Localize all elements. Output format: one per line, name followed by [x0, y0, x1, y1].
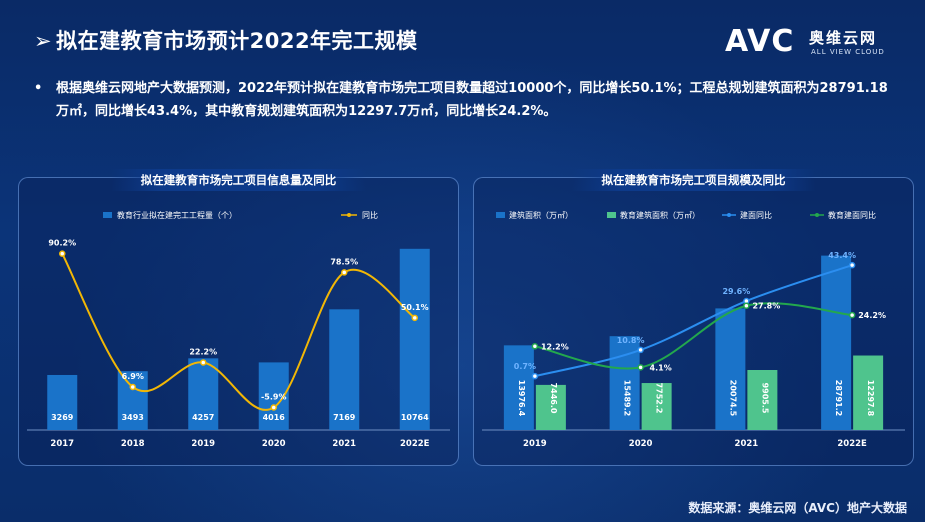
edu-yoy-point-2019	[531, 343, 539, 350]
bar-label-2022E: 10764	[401, 413, 429, 422]
bar-label-edu-area-2022E: 12297.8	[866, 380, 875, 417]
area-yoy-label-2021: 29.6%	[722, 287, 750, 296]
bar-edu-area-2020	[641, 383, 672, 430]
chart-title-left: 拟在建教育市场完工项目信息量及同比	[19, 169, 458, 191]
bar-label-2018: 3493	[122, 413, 144, 422]
line-label-2017: 90.2%	[48, 239, 76, 248]
bar-label-area-2021: 20074.5	[728, 380, 737, 417]
line-point-2019	[200, 359, 207, 366]
legend-label-edu-area: 教育建筑面积（万㎡）	[620, 210, 700, 220]
area-yoy-point-2022E	[848, 261, 856, 269]
legend-marker-area-yoy	[727, 213, 731, 217]
chart-title-right: 拟在建教育市场完工项目规模及同比	[474, 169, 913, 191]
logo-mark: AVC	[725, 24, 795, 59]
title-arrow-icon: ➢	[34, 29, 53, 53]
legend-label-area-yoy: 建面同比	[740, 210, 772, 220]
edu-yoy-point-2022E	[848, 311, 856, 319]
summary-text: 根据奥维云网地产大数据预测，2022年预计拟在建教育市场完工项目数量超过1000…	[56, 81, 888, 119]
line-point-2020	[270, 404, 277, 411]
series-line-yoy	[61, 253, 416, 411]
bar-area-2019	[503, 345, 534, 430]
bar-label-edu-area-2020: 7752.2	[655, 383, 664, 414]
line-point-2021	[341, 269, 348, 276]
summary-bullet: • 根据奥维云网地产大数据预测，2022年预计拟在建教育市场完工项目数量超过10…	[34, 77, 894, 123]
edu-yoy-label-2022E: 24.2%	[858, 311, 886, 320]
legend-swatch-area	[496, 212, 505, 218]
x-tick-2017: 2017	[50, 439, 74, 449]
page-title: ➢ 拟在建教育市场预计2022年完工规模	[34, 25, 418, 55]
bar-label-2017: 3269	[51, 413, 74, 422]
line-label-2021: 78.5%	[330, 257, 358, 266]
legend-label-area: 建筑面积（万㎡）	[509, 210, 573, 220]
series-line-edu-yoy	[534, 302, 853, 370]
area-yoy-point-2019	[531, 372, 539, 380]
page-title-text: 拟在建教育市场预计2022年完工规模	[56, 29, 418, 53]
x-tick-2019: 2019	[191, 439, 215, 449]
x-tick-2018: 2018	[121, 439, 145, 449]
bar-label-edu-area-2021: 9905.5	[760, 383, 769, 414]
bar-label-area-2022E: 28791.2	[834, 380, 843, 416]
edu-yoy-label-2019: 12.2%	[541, 342, 569, 351]
line-point-2017	[59, 250, 66, 257]
logo-name-en: ALL VIEW CLOUD	[811, 48, 885, 56]
bar-label-2019: 4257	[192, 413, 214, 422]
bar-2018	[117, 371, 148, 430]
bar-2017	[47, 374, 78, 430]
bar-edu-area-2021	[747, 370, 778, 430]
chart-panel-left: 拟在建教育市场完工项目信息量及同比 教育行业拟在建完工工程量（个） 同比 3269 2…	[18, 169, 459, 466]
legend-label-line: 同比	[362, 210, 378, 220]
edu-yoy-point-2020	[637, 364, 644, 371]
bar-2019	[188, 358, 219, 430]
legend-swatch-bar	[103, 212, 112, 218]
edu-yoy-label-2020: 4.1%	[650, 363, 672, 372]
avc-logo: AVC 奥维云网 ALL VIEW CLOUD	[725, 24, 905, 64]
bar-area-2021	[715, 308, 746, 430]
line-point-2022E	[411, 314, 418, 322]
legend-swatch-edu-area	[607, 212, 616, 218]
chart-left-svg: 教育行业拟在建完工工程量（个） 同比 3269 2017 3493 2018 4257 201…	[27, 210, 450, 449]
chart-panel-right: 拟在建教育市场完工项目规模及同比 建筑面积（万㎡） 教育建筑面积（万㎡） 建面同比 教…	[473, 169, 914, 466]
x-tick-2020: 2020	[262, 439, 286, 449]
area-yoy-label-2020: 10.8%	[617, 336, 645, 345]
series-line-area-yoy	[534, 264, 853, 378]
bar-edu-area-2022E	[853, 355, 884, 430]
line-label-2020: -5.9%	[261, 392, 287, 401]
logo-name-cn: 奥维云网	[809, 29, 878, 47]
line-label-2019: 22.2%	[189, 347, 217, 356]
bar-area-2022E	[821, 255, 852, 430]
edu-yoy-point-2021	[743, 302, 750, 309]
x-tick-2021: 2021	[332, 439, 356, 449]
x-tick-2022E: 2022E	[837, 439, 867, 449]
bar-label-area-2019: 13976.4	[517, 380, 526, 417]
data-source: 数据来源：奥维云网（AVC）地产大数据	[688, 501, 907, 515]
bar-label-area-2020: 15489.2	[623, 380, 632, 416]
bar-label-2021: 7169	[333, 413, 356, 422]
bar-edu-area-2019	[535, 384, 566, 430]
legend-marker-line	[347, 213, 351, 217]
x-tick-2019: 2019	[523, 439, 547, 449]
x-tick-2020: 2020	[629, 439, 653, 449]
legend-marker-edu-yoy	[815, 213, 819, 217]
bar-2021	[329, 309, 360, 430]
legend-label-bar: 教育行业拟在建完工工程量（个）	[117, 210, 237, 220]
x-tick-2021: 2021	[735, 439, 759, 449]
x-tick-2022E: 2022E	[400, 439, 430, 449]
area-yoy-label-2022E: 43.4%	[828, 251, 856, 260]
edu-yoy-label-2021: 27.8%	[752, 302, 780, 311]
bar-2022E	[399, 248, 430, 430]
area-yoy-label-2019: 0.7%	[514, 362, 536, 371]
bullet-dot-icon: •	[34, 81, 43, 96]
line-point-2018	[129, 383, 136, 391]
bar-label-2020: 4016	[263, 413, 286, 422]
line-label-2022E: 50.1%	[401, 303, 429, 312]
chart-right-svg: 建筑面积（万㎡） 教育建筑面积（万㎡） 建面同比 教育建面同比 13976.4 7446.…	[482, 210, 905, 449]
bar-label-edu-area-2019: 7446.0	[549, 383, 558, 414]
line-label-2018: 6.9%	[122, 372, 144, 381]
area-yoy-point-2020	[637, 346, 644, 354]
legend-label-edu-yoy: 教育建面同比	[828, 210, 876, 220]
